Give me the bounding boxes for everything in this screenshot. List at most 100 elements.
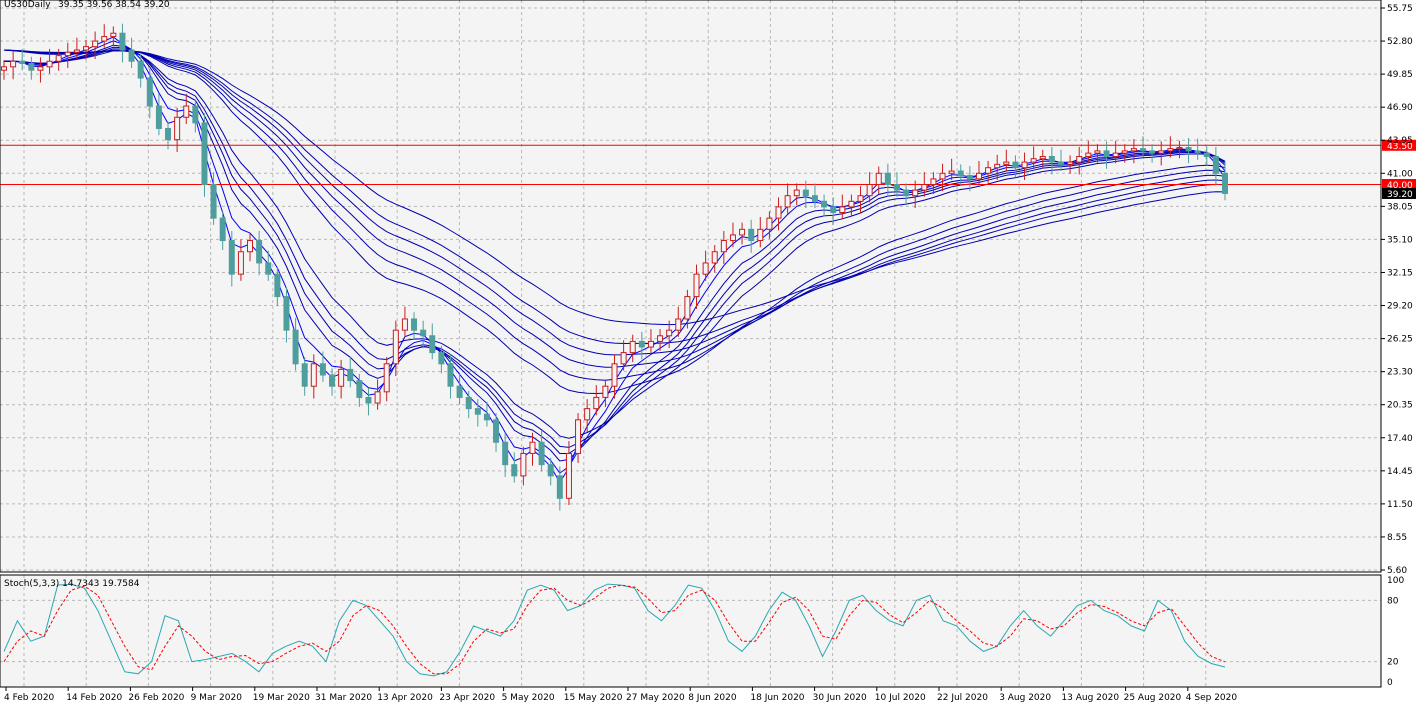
candle-body [684,296,691,320]
candle [556,466,563,511]
price-tick-label: 46.90 [1387,103,1413,113]
candle [529,432,536,466]
candle-body [456,385,463,398]
candle [329,368,336,396]
candle [356,373,363,407]
candle-body [1222,172,1228,194]
candle-body [739,228,746,236]
candle-body [174,116,181,141]
candle [283,287,290,343]
candle [319,351,326,382]
candle-body [1012,161,1019,169]
candle-body [347,368,354,382]
candle [274,267,281,307]
candle [565,441,572,506]
candle [183,93,190,124]
candle-body [28,62,35,71]
main-pane-background [0,0,1381,572]
candle-body [666,329,673,337]
candle-body [219,217,226,242]
candle [73,37,80,59]
date-tick-label: 4 Feb 2020 [4,693,55,703]
candle [584,399,591,433]
candle-body [775,206,782,219]
candle [575,413,582,463]
level-price-tag [1382,179,1416,191]
last-price-tag [1382,187,1416,199]
candle-body [1003,161,1010,165]
candle [137,54,144,88]
candle [757,216,764,248]
candle-body [37,66,44,71]
candle-body [274,273,281,298]
candle-body [1,66,7,71]
candle [848,194,855,217]
candle-body [1085,152,1092,157]
candle [520,446,527,486]
date-tick-label: 13 Aug 2020 [1061,693,1119,703]
stoch-grid [0,575,1381,687]
date-tick-label: 23 Apr 2020 [439,693,495,703]
date-tick-label: 26 Feb 2020 [128,693,184,703]
candle [201,113,208,197]
candle [174,107,181,153]
candle [110,26,117,47]
candle [802,180,809,209]
candle [1039,149,1046,169]
candle-body [155,105,162,129]
candle-body [884,172,891,186]
candle [966,166,973,192]
candle-body [10,60,17,68]
candle [739,222,746,245]
candle-body [292,329,299,365]
candle [1094,144,1101,163]
price-axis: 55.75 52.80 49.85 46.90 43.95 41.00 38.05 35.10… [1381,4,1413,576]
candle [1076,146,1083,175]
candle-body [55,55,62,62]
candle [857,186,864,214]
date-tick-label: 18 Jun 2020 [750,693,804,703]
date-tick-label: 30 Jun 2020 [813,693,867,703]
candle-body [693,273,700,298]
candle [985,160,992,183]
candle [866,172,873,203]
candle-body [1167,148,1174,152]
candle-body [374,391,381,404]
candle-body [529,441,536,454]
candle-body [866,184,873,197]
candle [693,264,700,309]
candle-body [848,200,855,208]
date-tick-label: 9 Mar 2020 [191,693,243,703]
candle [365,387,372,416]
candle [875,166,882,195]
level-price-label: 43.50 [1387,142,1413,152]
candle [192,99,199,133]
candle [629,334,636,363]
candle [893,172,900,197]
candle [675,306,682,337]
candle-body [593,396,600,410]
candle-body [565,452,572,499]
candle [155,93,162,136]
date-tick-label: 25 Aug 2020 [1124,693,1182,703]
candle [1212,146,1219,186]
candle [811,183,818,209]
candle [310,354,317,399]
price-tick-label: 41.00 [1387,169,1413,179]
price-tick-label: 49.85 [1387,70,1413,80]
candle [83,39,90,60]
stoch-tick-label: 0 [1387,678,1393,688]
candle [611,354,618,399]
candle-body [165,127,172,141]
candle [10,51,17,80]
candle-body [447,363,454,387]
candle [657,329,664,351]
candle [839,194,846,220]
candle [766,211,773,239]
candle-body [83,46,90,51]
candle-body [720,240,727,253]
candle [64,42,71,68]
candle [830,197,837,225]
